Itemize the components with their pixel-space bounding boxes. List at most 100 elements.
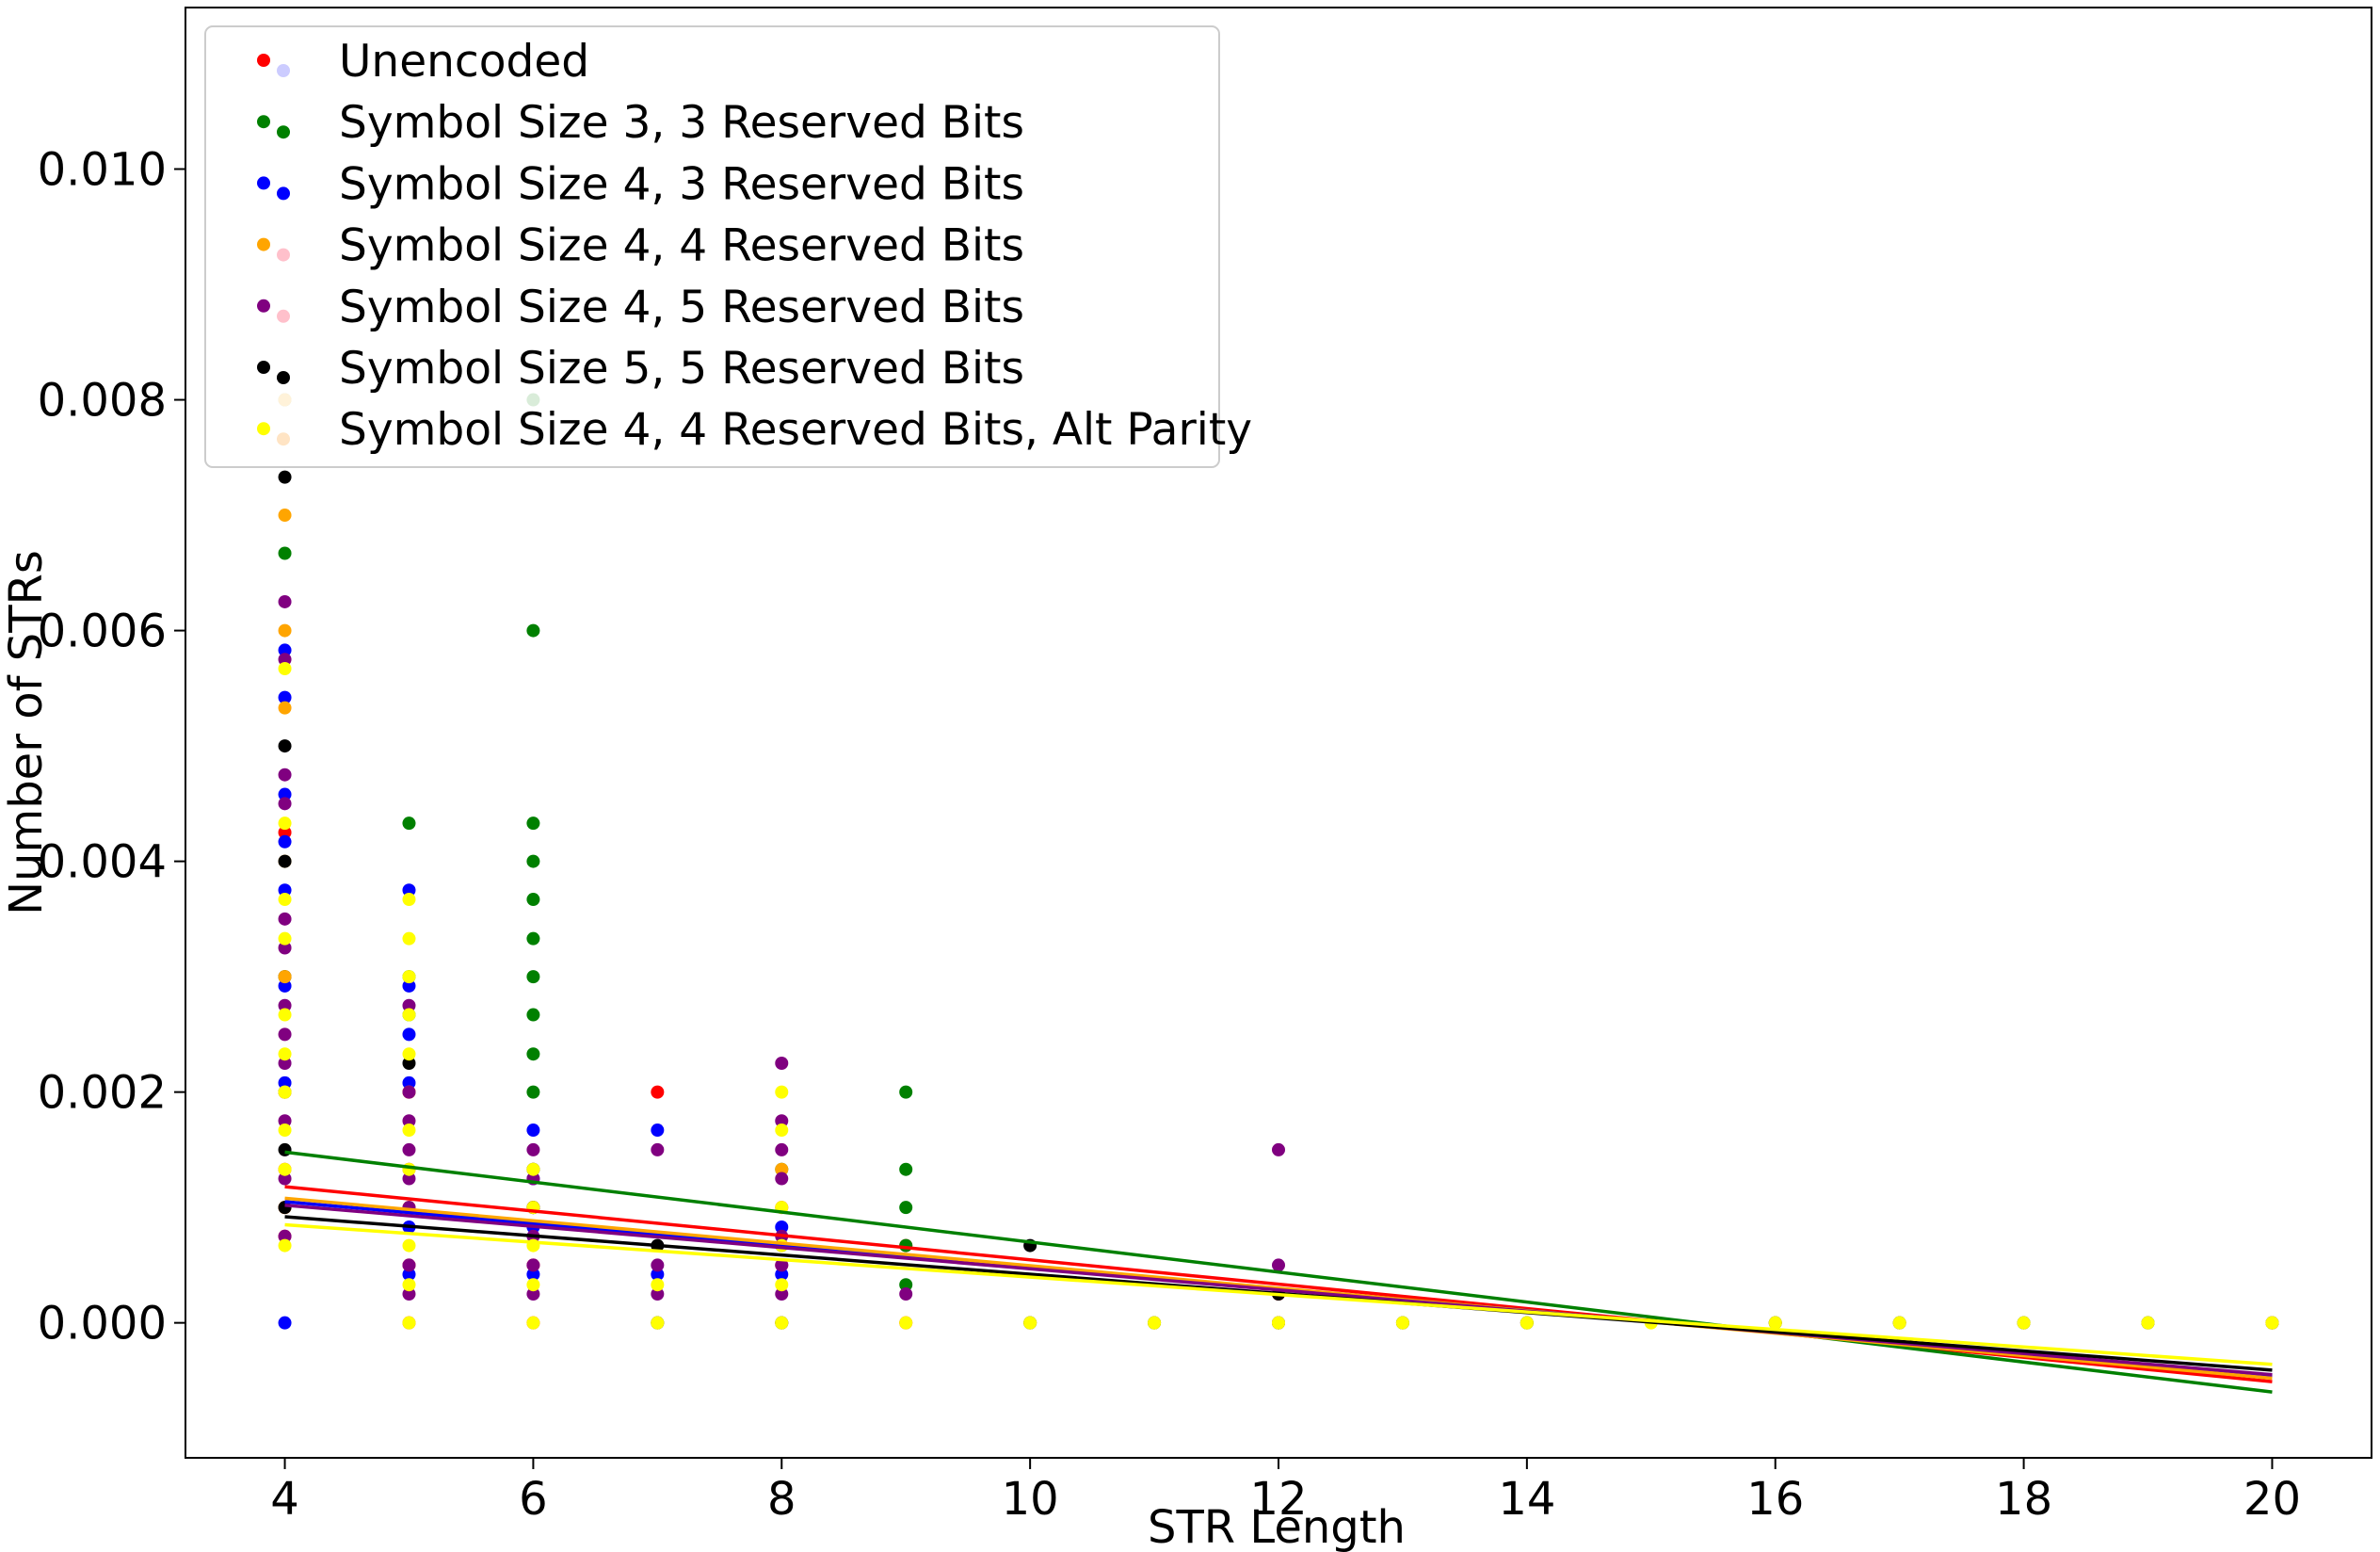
data-point (2017, 1316, 2031, 1330)
data-point (651, 1316, 665, 1330)
legend-entry: Symbol Size 3, 3 Reserved Bits (257, 97, 1024, 149)
x-tick-label: 6 (519, 1473, 548, 1526)
y-tick-label: 0.004 (38, 836, 167, 889)
x-tick-label: 18 (1995, 1473, 2052, 1526)
data-point (775, 1085, 789, 1099)
data-point (278, 883, 292, 897)
legend-marker (277, 125, 290, 139)
legend-marker (277, 64, 290, 77)
legend-marker (277, 309, 290, 323)
trend-line (284, 1196, 2273, 1381)
data-point (278, 1238, 292, 1253)
x-tick-label: 12 (1249, 1473, 1307, 1526)
data-point (2265, 1316, 2279, 1330)
data-point (402, 1142, 416, 1156)
data-point (278, 1085, 292, 1099)
data-point (278, 998, 292, 1012)
legend-marker (257, 237, 270, 251)
data-point (278, 834, 292, 849)
data-point (899, 1287, 913, 1301)
legend-label: Symbol Size 4, 3 Reserved Bits (339, 158, 1024, 210)
data-point (402, 1268, 416, 1282)
x-tick-label: 14 (1498, 1473, 1555, 1526)
trend-line (284, 1203, 2273, 1377)
data-point (278, 912, 292, 926)
data-points (278, 393, 2279, 1330)
data-point (278, 816, 292, 831)
data-point (775, 1124, 789, 1138)
data-point (1520, 1316, 1534, 1330)
data-point (775, 1220, 789, 1234)
data-point (899, 1162, 913, 1176)
data-point (899, 1278, 913, 1292)
data-point (1272, 1142, 1285, 1156)
legend-entry: Unencoded (257, 36, 589, 88)
data-point (402, 1316, 416, 1330)
data-point (775, 1287, 789, 1301)
data-point (775, 1316, 789, 1330)
legend-entry: Symbol Size 4, 5 Reserved Bits (257, 282, 1024, 333)
data-point (899, 1316, 913, 1330)
data-point (402, 1287, 416, 1301)
data-point (651, 1142, 665, 1156)
data-point (278, 768, 292, 782)
data-point (402, 893, 416, 907)
plot-area (278, 393, 2279, 1394)
legend-entry: Symbol Size 4, 4 Reserved Bits, Alt Pari… (257, 404, 1252, 456)
x-axis-ticks: 4 6 8 10 12 14 16 18 20 (270, 1458, 2301, 1526)
legend-label: Symbol Size 4, 4 Reserved Bits (339, 220, 1024, 272)
data-point (526, 1316, 540, 1330)
data-point (651, 1278, 665, 1292)
data-point (402, 1085, 416, 1099)
data-point (526, 816, 540, 831)
data-point (1023, 1316, 1037, 1330)
data-point (278, 1124, 292, 1138)
data-point (278, 643, 292, 657)
data-point (775, 1142, 789, 1156)
data-point (526, 931, 540, 946)
legend-marker (277, 186, 290, 201)
data-point (526, 1258, 540, 1272)
data-point (1272, 1258, 1285, 1272)
data-point (526, 1142, 540, 1156)
data-point (278, 941, 292, 955)
x-tick-label: 8 (767, 1473, 796, 1526)
data-point (651, 1258, 665, 1272)
data-point (651, 1287, 665, 1301)
data-point (775, 1268, 789, 1282)
legend-entry: Symbol Size 4, 3 Reserved Bits (257, 158, 1024, 210)
data-point (1148, 1316, 1162, 1330)
data-point (278, 1008, 292, 1022)
data-point (278, 1114, 292, 1128)
data-point (278, 1229, 292, 1243)
data-point (651, 1268, 665, 1282)
data-point (526, 854, 540, 868)
data-point (402, 1258, 416, 1272)
data-point (1272, 1316, 1285, 1330)
data-point (1395, 1316, 1409, 1330)
legend-label: Symbol Size 5, 5 Reserved Bits (339, 343, 1024, 395)
data-point (278, 662, 292, 676)
data-point (402, 816, 416, 831)
data-point (402, 1008, 416, 1022)
data-point (775, 1172, 789, 1186)
data-point (278, 509, 292, 523)
y-tick-label: 0.008 (38, 375, 167, 428)
data-point (402, 1238, 416, 1253)
legend-entry: Symbol Size 4, 4 Reserved Bits (257, 220, 1024, 272)
legend-marker (257, 422, 270, 436)
y-tick-label: 0.010 (38, 144, 167, 197)
data-point (278, 739, 292, 753)
data-point (278, 546, 292, 560)
data-point (278, 1142, 292, 1156)
legend-marker (257, 299, 270, 313)
data-point (278, 1162, 292, 1176)
data-point (278, 797, 292, 811)
legend: Unencoded Symbol Size 3, 3 Reserved Bits S… (204, 25, 1252, 468)
data-point (402, 1162, 416, 1176)
data-point (526, 1047, 540, 1061)
data-point (1768, 1316, 1782, 1330)
x-tick-label: 10 (1002, 1473, 1059, 1526)
x-tick-label: 20 (2243, 1473, 2301, 1526)
